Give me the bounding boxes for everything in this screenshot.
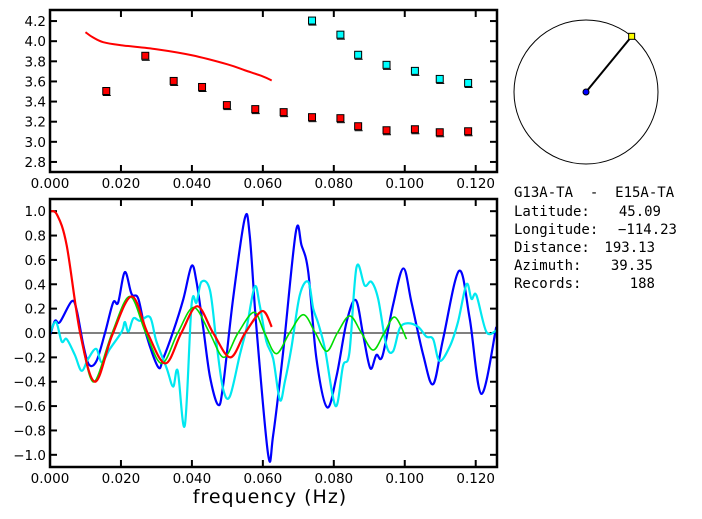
data-point xyxy=(222,101,231,110)
y-tick-label: −0.4 xyxy=(13,375,46,391)
y-tick-label: 3.2 xyxy=(25,115,46,131)
data-point xyxy=(354,122,363,131)
x-tick-label: 0.120 xyxy=(456,471,495,487)
azimuth-map xyxy=(513,19,659,165)
station-pair: G13A-TA - E15A-TA xyxy=(514,185,675,201)
data-point xyxy=(336,30,345,39)
x-tick-label: 0.080 xyxy=(314,471,353,487)
x-tick-label: 0.120 xyxy=(456,176,495,192)
azimuth-label: Azimuth: xyxy=(514,258,581,274)
data-point xyxy=(169,76,178,85)
y-tick-label: 3.8 xyxy=(25,54,46,70)
series-line-3 xyxy=(49,210,273,383)
y-tick-label: 3.0 xyxy=(25,135,46,151)
station-info: G13A-TA - E15A-TA Latitude: 45.09 Longit… xyxy=(514,185,677,292)
data-point xyxy=(382,60,391,69)
x-tick-label: 0.020 xyxy=(102,176,141,192)
target-station-marker xyxy=(628,32,636,40)
x-tick-label: 0.100 xyxy=(385,176,424,192)
x-tick-label: 0.080 xyxy=(314,176,353,192)
data-point xyxy=(382,126,391,135)
data-point xyxy=(435,74,444,83)
azimuth-value: 39.35 xyxy=(611,258,653,274)
data-point xyxy=(198,82,207,91)
y-tick-label: 3.4 xyxy=(25,95,46,111)
latitude-value: 45.09 xyxy=(619,204,661,220)
data-point xyxy=(354,50,363,59)
correlation-spectrum-plot: 0.000 0.020 0.040 0.060 0.080 0.100 0.120 −1.0 −… xyxy=(13,197,499,487)
x-tick-label: 0.020 xyxy=(102,471,141,487)
data-point xyxy=(464,127,473,136)
x-tick-label: 0.000 xyxy=(31,176,70,192)
data-point xyxy=(141,51,150,60)
x-tick-label: 0.100 xyxy=(385,471,424,487)
longitude-value: −114.23 xyxy=(618,222,677,238)
x-tick-label: 0.040 xyxy=(173,176,212,192)
series-line-1 xyxy=(48,263,497,428)
data-point xyxy=(102,87,111,96)
data-point xyxy=(410,66,419,75)
series-line-0 xyxy=(48,213,498,463)
series-line-2 xyxy=(84,31,273,82)
data-point xyxy=(308,113,317,122)
y-tick-label: 3.6 xyxy=(25,74,46,90)
longitude-label: Longitude: xyxy=(514,222,598,238)
data-point xyxy=(336,114,345,123)
plot-frame xyxy=(48,8,499,174)
station-marker xyxy=(582,88,590,96)
data-point xyxy=(251,105,260,114)
latitude-label: Latitude: xyxy=(514,204,590,220)
data-point xyxy=(410,125,419,134)
data-point xyxy=(308,16,317,25)
azimuth-line xyxy=(585,35,633,93)
plot-frame xyxy=(48,197,499,469)
records-value: 188 xyxy=(630,276,655,292)
series-line-2 xyxy=(82,295,408,383)
distance-circle xyxy=(513,19,659,165)
y-tick-label: −0.6 xyxy=(13,399,46,415)
y-tick-label: 2.8 xyxy=(25,155,46,171)
data-point xyxy=(435,128,444,137)
data-point xyxy=(279,108,288,117)
y-tick-label: −1.0 xyxy=(13,448,46,464)
y-tick-label: 0.4 xyxy=(25,277,46,293)
x-tick-label: 0.060 xyxy=(244,471,283,487)
distance-value: 193.13 xyxy=(604,240,655,256)
distance-label: Distance: xyxy=(514,240,590,256)
data-point xyxy=(464,78,473,87)
y-tick-label: 4.0 xyxy=(25,34,46,50)
velocity-dispersion-plot: 0.000 0.020 0.040 0.060 0.080 0.100 0.120 2.8 3.… xyxy=(25,8,499,192)
x-tick-label: 0.060 xyxy=(244,176,283,192)
x-axis-label: frequency (Hz) xyxy=(193,486,347,508)
y-tick-label: −0.2 xyxy=(13,350,46,366)
x-tick-label: 0.040 xyxy=(173,471,212,487)
y-tick-label: 0.0 xyxy=(25,326,46,342)
y-tick-label: 0.2 xyxy=(25,302,46,318)
y-tick-label: 1.0 xyxy=(25,204,46,220)
y-tick-label: 4.2 xyxy=(25,14,46,30)
records-label: Records: xyxy=(514,276,581,292)
y-tick-label: −0.8 xyxy=(13,423,46,439)
y-tick-label: 0.6 xyxy=(25,253,46,269)
y-tick-label: 0.8 xyxy=(25,229,46,245)
x-tick-label: 0.000 xyxy=(31,471,70,487)
